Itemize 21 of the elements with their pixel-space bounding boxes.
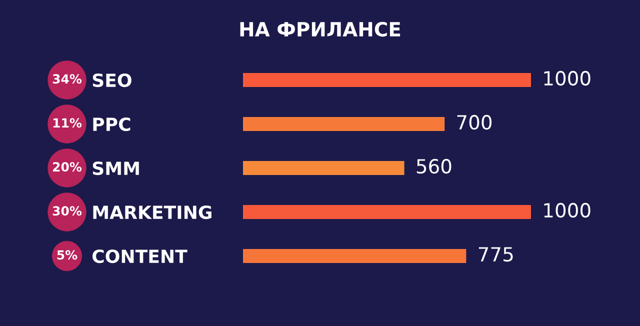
data-label: 1000 xyxy=(544,202,590,218)
data-label: 775 xyxy=(478,247,513,262)
text: 20% xyxy=(53,162,82,172)
data-label: 1000 xyxy=(544,70,590,86)
text: 11% xyxy=(53,118,82,128)
y-tick-label: MARKETING xyxy=(93,205,212,220)
text: 5% xyxy=(57,250,78,260)
bar xyxy=(243,160,404,176)
y-tick-label: SEO xyxy=(92,73,132,88)
bar xyxy=(243,204,531,220)
data-label: 700 xyxy=(457,114,492,130)
data-label: 560 xyxy=(416,158,452,174)
bar xyxy=(243,116,445,132)
y-tick-label: SMM xyxy=(92,161,139,176)
y-tick-label: CONTENT xyxy=(92,249,188,264)
text: 34% xyxy=(52,74,82,84)
bar xyxy=(243,248,466,264)
chart-title: НА ФРИЛАНСЕ xyxy=(240,22,400,37)
text: 30% xyxy=(52,206,82,216)
bar xyxy=(243,72,531,88)
y-tick-label: PPC xyxy=(93,117,130,132)
